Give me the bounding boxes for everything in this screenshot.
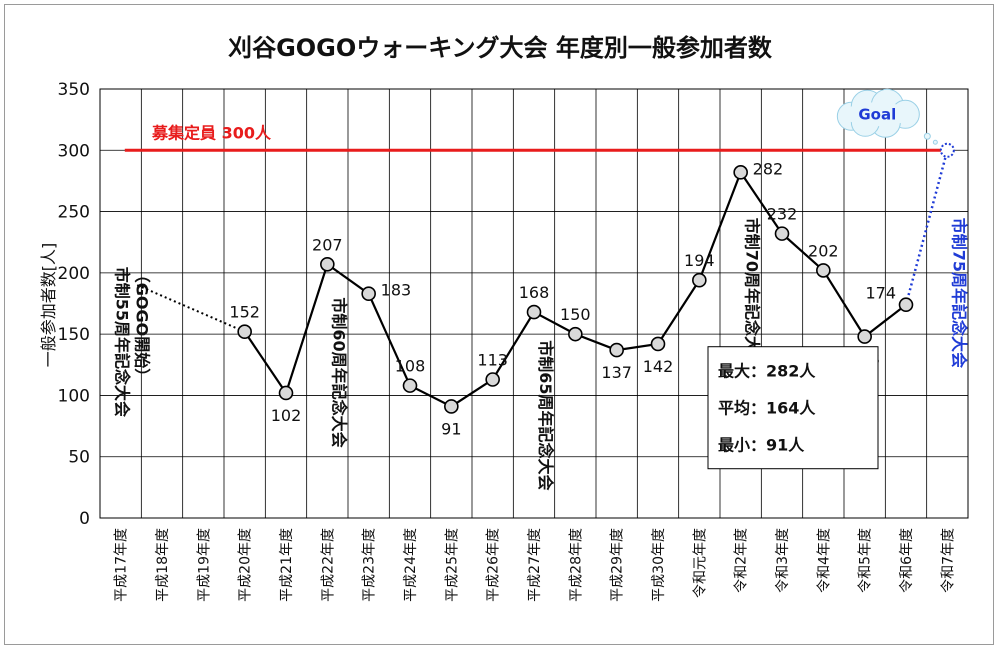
data-label: 113 (477, 350, 508, 369)
x-tick-label: 令和3年度 (775, 528, 791, 593)
x-tick-label: 平成20年度 (238, 528, 254, 602)
data-point (692, 272, 707, 288)
data-point (609, 342, 624, 358)
data-point (650, 336, 666, 352)
goal-cloud: Goal (836, 88, 938, 145)
data-point (526, 304, 542, 320)
x-tick-label: 令和4年度 (816, 528, 832, 593)
x-tick-label: 令和2年度 (734, 528, 750, 593)
data-label: 142 (643, 357, 674, 376)
data-point (568, 326, 583, 342)
capacity-label: 募集定員 300人 (151, 123, 272, 142)
data-label: 91 (441, 419, 461, 438)
milestone-text: 市制55周年記念大会 (113, 267, 132, 417)
goal-dotted-line (904, 149, 949, 306)
goal-point (939, 142, 955, 158)
data-point (774, 226, 790, 241)
y-tick-label: 0 (79, 509, 90, 529)
data-point (402, 378, 418, 393)
x-tick-label: 平成24年度 (403, 528, 419, 602)
stats-box-frame (707, 346, 879, 470)
data-label: 207 (312, 235, 343, 254)
data-label: 174 (865, 284, 896, 303)
data-label: 202 (808, 241, 839, 260)
stats-line: 平均：164人 (718, 399, 816, 418)
goal-label: Goal (858, 105, 896, 123)
y-axis-label: 一般参加者数[人] (39, 243, 58, 368)
data-label: 102 (271, 406, 302, 425)
x-tick-label: 令和7年度 (940, 528, 956, 593)
x-tick-label: 平成19年度 (196, 528, 212, 602)
y-tick-label: 250 (58, 203, 90, 223)
data-point (320, 256, 335, 272)
y-tick-label: 150 (58, 325, 90, 345)
data-label: 150 (560, 305, 591, 324)
x-tick-label: 平成23年度 (362, 528, 378, 602)
x-tick-label: 平成29年度 (610, 528, 626, 602)
milestone-annotation: 市制60周年記念大会 (329, 297, 348, 447)
milestone-text: 市制65周年記念大会 (536, 340, 555, 490)
axes: 0 50 100 150 200 250 300 350 平成17年度 平成18年度 平成19年度 平… (58, 80, 957, 602)
y-tick-label: 50 (68, 448, 90, 468)
data-point (733, 165, 748, 180)
data-point (485, 372, 500, 387)
milestone-annotation: 市制75周年記念大会 (949, 218, 968, 368)
data-label: 168 (519, 283, 550, 302)
data-label: 232 (767, 205, 798, 224)
cloud-body (843, 102, 912, 127)
x-tick-label: 令和6年度 (899, 528, 915, 593)
x-tick-label: 令和元年度 (692, 528, 708, 598)
x-tick-label: 平成22年度 (320, 528, 336, 602)
data-label: 108 (395, 357, 426, 376)
milestone-annotation: 市制65周年記念大会 (536, 340, 555, 490)
data-series: 募集定員 300人 152 102 207 183 108 91 113 168 150 137 14… (124, 88, 955, 438)
x-tick-label: 平成30年度 (651, 528, 667, 602)
x-tick-label: 令和5年度 (858, 528, 874, 593)
data-label: 183 (381, 281, 412, 300)
cloud-bubble (923, 132, 931, 140)
cloud-bubble (932, 139, 938, 145)
y-tick-label: 100 (58, 386, 90, 406)
milestone-text: （GOGO開始） (133, 267, 152, 384)
milestone-annotation: 市制70周年記念大会 (743, 218, 762, 368)
x-tick-label: 平成26年度 (486, 528, 502, 602)
milestone-annotation: 市制55周年記念大会 （GOGO開始） (113, 267, 152, 417)
x-tick-label: 平成21年度 (279, 528, 295, 602)
data-point (898, 297, 914, 313)
chart-title: 刈谷GOGOウォーキング大会 年度別一般参加者数 (228, 34, 773, 62)
x-tick-label: 平成27年度 (527, 528, 543, 602)
data-point (816, 263, 831, 278)
y-tick-label: 200 (58, 264, 90, 284)
y-tick-label: 350 (58, 80, 90, 100)
data-label: 282 (753, 159, 784, 178)
data-label: 152 (229, 303, 260, 322)
stats-line: 最小：91人 (718, 436, 805, 455)
milestone-annotations: 市制55周年記念大会 （GOGO開始） 市制60周年記念大会 市制65周年記念大会 市制… (113, 218, 969, 491)
x-tick-label: 平成17年度 (114, 528, 130, 602)
data-label: 137 (601, 363, 632, 382)
x-tick-label: 平成25年度 (444, 528, 460, 602)
chart-frame (4, 4, 994, 645)
x-tick-label: 平成28年度 (568, 528, 584, 602)
y-tick-label: 300 (58, 141, 90, 161)
milestone-text: 市制60周年記念大会 (329, 297, 348, 447)
milestone-text: 市制70周年記念大会 (743, 218, 762, 368)
milestone-text: 市制75周年記念大会 (949, 218, 968, 368)
data-point (278, 385, 294, 401)
data-point (857, 329, 872, 344)
data-point (361, 286, 376, 301)
stats-line: 最大：282人 (718, 362, 816, 381)
data-label: 194 (684, 251, 715, 270)
data-point (237, 324, 252, 339)
x-tick-label: 平成18年度 (155, 528, 171, 602)
data-point (444, 399, 459, 414)
